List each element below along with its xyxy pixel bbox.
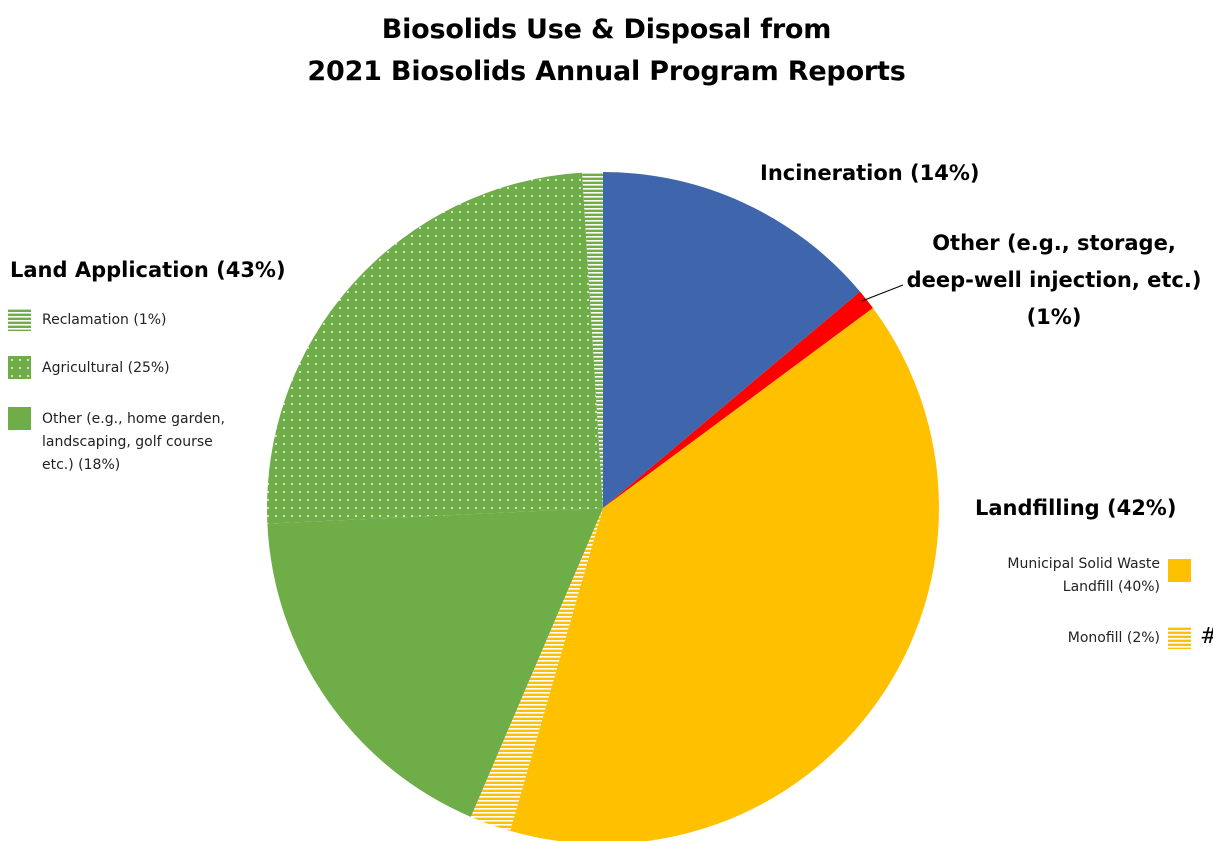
pie-slice-municipal-solid-waste-landfill — [510, 307, 939, 841]
legend-msw-line-1: Municipal Solid Waste — [1007, 556, 1160, 572]
other-label-leader-line — [861, 284, 904, 302]
other-disposal-label: Other (e.g., storage, deep-well injectio… — [895, 225, 1213, 336]
chart-title-line-1: Biosolids Use & Disposal from — [381, 14, 832, 45]
legend-agricultural: Agricultural (25%) — [42, 360, 170, 376]
msw-landfill-swatch — [1168, 559, 1191, 582]
landfilling-label: Landfilling (42%) — [975, 496, 1177, 520]
legend-other-land-line-3: etc.) (18%) — [42, 457, 121, 473]
legend-other-land-line-1: Other (e.g., home garden, — [42, 411, 225, 427]
pie-slice-agricultural — [267, 172, 603, 524]
legend-monofill: Monofill (2%) — [1067, 630, 1160, 646]
legend-other-land: Other (e.g., home garden, landscaping, g… — [42, 408, 225, 477]
other-disposal-label-line-3: (1%) — [1026, 305, 1082, 329]
pie-slice-reclamation — [582, 172, 603, 508]
pie-slice-monofill — [470, 508, 603, 831]
legend-other-land-line-2: landscaping, golf course — [42, 434, 213, 450]
pie-slice-other-e-g-home-garden-landscaping-golf-course-etc — [267, 508, 603, 817]
reclamation-swatch — [8, 308, 31, 331]
other-disposal-label-line-1: Other (e.g., storage, — [932, 231, 1176, 255]
other-land-swatch — [8, 407, 31, 430]
legend-msw-landfill: Municipal Solid Waste Landfill (40%) — [960, 553, 1160, 599]
incineration-label: Incineration (14%) — [760, 161, 980, 185]
monofill-swatch — [1168, 626, 1191, 649]
legend-reclamation: Reclamation (1%) — [42, 312, 167, 328]
chart-title-line-2: 2021 Biosolids Annual Program Reports — [307, 56, 906, 87]
pie-slice-incineration — [603, 172, 861, 508]
legend-msw-line-2: Landfill (40%) — [1062, 579, 1160, 595]
pie-slice-other-e-g-storage-deep-well-injection-etc — [603, 291, 873, 508]
other-disposal-label-line-2: deep-well injection, etc.) — [906, 268, 1202, 292]
land-application-label: Land Application (43%) — [10, 258, 286, 282]
agricultural-swatch — [8, 356, 31, 379]
pie-slices — [267, 172, 939, 841]
edge-glyph: # — [1200, 624, 1213, 649]
